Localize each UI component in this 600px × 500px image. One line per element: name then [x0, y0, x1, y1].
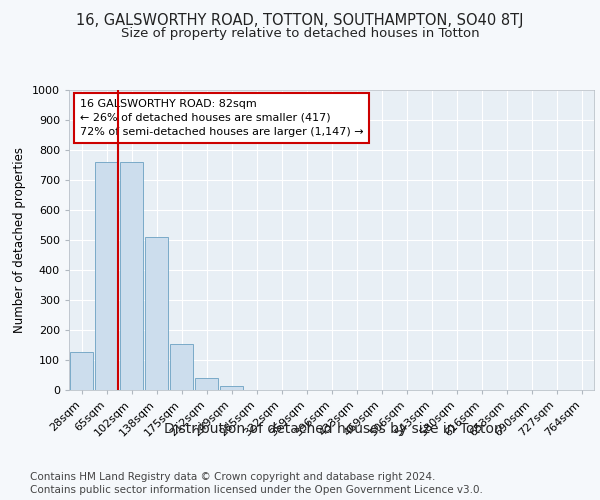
Text: Contains public sector information licensed under the Open Government Licence v3: Contains public sector information licen… [30, 485, 483, 495]
Text: 16, GALSWORTHY ROAD, TOTTON, SOUTHAMPTON, SO40 8TJ: 16, GALSWORTHY ROAD, TOTTON, SOUTHAMPTON… [76, 12, 524, 28]
Y-axis label: Number of detached properties: Number of detached properties [13, 147, 26, 333]
Bar [95, 162, 118, 390]
Bar [145, 237, 168, 390]
Text: 16 GALSWORTHY ROAD: 82sqm
← 26% of detached houses are smaller (417)
72% of semi: 16 GALSWORTHY ROAD: 82sqm ← 26% of detac… [79, 99, 363, 137]
Bar [120, 162, 143, 390]
Text: Size of property relative to detached houses in Totton: Size of property relative to detached ho… [121, 28, 479, 40]
Bar [220, 386, 243, 390]
Text: Distribution of detached houses by size in Totton: Distribution of detached houses by size … [164, 422, 502, 436]
Bar [195, 378, 218, 390]
Text: Contains HM Land Registry data © Crown copyright and database right 2024.: Contains HM Land Registry data © Crown c… [30, 472, 436, 482]
Bar [170, 344, 193, 390]
Bar [70, 352, 93, 390]
